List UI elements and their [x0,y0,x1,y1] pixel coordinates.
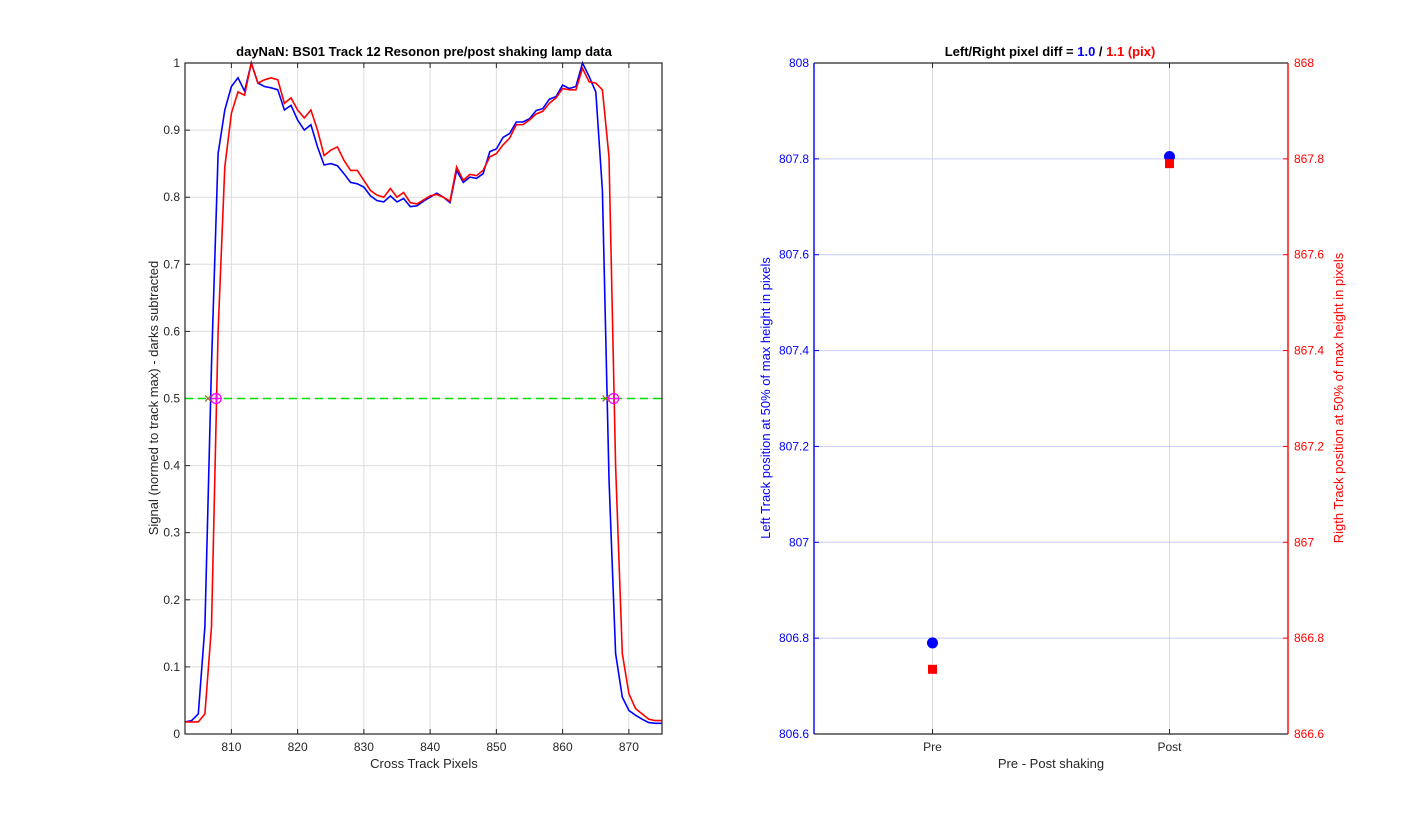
left-y-tick-label: 0.8 [163,190,180,204]
left-x-tick-label: 820 [288,740,308,754]
right-left-axis-tick-label: 806.8 [779,631,809,645]
left-chart-xlabel: Cross Track Pixels [370,756,478,771]
right-chart-title: Left/Right pixel diff = 1.0 / 1.1 (pix) [945,44,1156,59]
left-y-tick-label: 0.7 [163,257,180,271]
left-chart-ylabel: Signal (normed to track max) - darks sub… [146,261,161,536]
right-right-axis-tick-label: 866.6 [1294,727,1324,741]
pre-post-position-chart: Left/Right pixel diff = 1.0 / 1.1 (pix) … [758,44,1346,771]
left-y-tick-label: 0.6 [163,324,180,338]
right-chart-xlabel: Pre - Post shaking [998,756,1104,771]
right-title-prefix: Left/Right pixel diff = [945,44,1078,59]
left-x-tick-label: 860 [553,740,573,754]
right-x-category-label: Pre [923,740,942,754]
left-y-tick-label: 0.9 [163,123,180,137]
right-right-axis-tick-label: 867.8 [1294,152,1324,166]
cross-track-profile-chart: dayNaN: BS01 Track 12 Resonon pre/post s… [146,44,663,771]
right-right-axis-tick-label: 867 [1294,535,1314,549]
right-left-axis-tick-label: 807.2 [779,439,809,453]
right-title-left-value: 1.0 [1077,44,1095,59]
right-left-axis-tick-label: 808 [789,56,809,70]
left-x-tick-label: 870 [619,740,639,754]
right-right-axis-tick-label: 866.8 [1294,631,1324,645]
left-y-tick-label: 1 [173,56,180,70]
left-y-tick-label: 0.5 [163,392,180,406]
left-chart-title: dayNaN: BS01 Track 12 Resonon pre/post s… [236,44,612,59]
right-title-right-value: 1.1 (pix) [1106,44,1155,59]
half-max-x-marker [602,395,610,402]
left-y-tick-label: 0.1 [163,660,180,674]
right-left-axis-tick-label: 807.4 [779,344,809,358]
left-x-tick-label: 810 [221,740,241,754]
right-left-axis-tick-label: 807.6 [779,248,809,262]
right-left-axis-tick-label: 807 [789,535,809,549]
left-y-tick-label: 0.3 [163,526,180,540]
left-axes-box [184,62,663,735]
right-track-point-post [1165,159,1174,169]
right-title-separator: / [1095,44,1106,59]
left-x-tick-label: 850 [486,740,506,754]
right-right-axis-tick-label: 867.2 [1294,439,1324,453]
right-left-axis-tick-label: 806.6 [779,727,809,741]
left-track-point-pre [927,637,938,649]
right-right-axis-tick-label: 867.6 [1294,248,1324,262]
right-chart-ylabel-right: Rigth Track position at 50% of max heigh… [1331,252,1346,543]
right-chart-ylabel-left: Left Track position at 50% of max height… [758,257,773,539]
left-x-tick-label: 830 [354,740,374,754]
series-line-red [185,59,662,723]
right-plot-area [814,63,1288,734]
right-right-axis-tick-label: 868 [1294,56,1314,70]
right-x-category-label: Post [1157,740,1182,754]
left-y-tick-label: 0 [173,727,180,741]
right-left-axis-tick-label: 807.8 [779,152,809,166]
left-x-tick-label: 840 [420,740,440,754]
right-right-axis-tick-label: 867.4 [1294,344,1324,358]
left-y-tick-label: 0.4 [163,459,180,473]
half-max-x-marker [204,395,212,402]
right-track-point-pre [928,664,937,674]
left-y-tick-label: 0.2 [163,593,180,607]
